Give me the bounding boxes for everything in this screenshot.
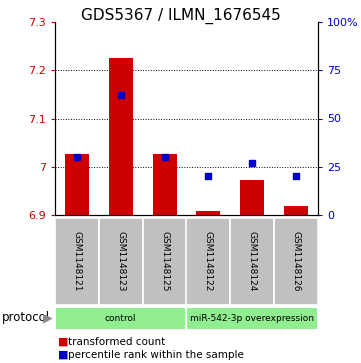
Bar xyxy=(153,154,177,215)
Text: GSM1148122: GSM1148122 xyxy=(204,231,213,292)
Bar xyxy=(240,180,264,215)
Bar xyxy=(284,206,308,215)
Text: GDS5367 / ILMN_1676545: GDS5367 / ILMN_1676545 xyxy=(81,8,280,24)
Bar xyxy=(230,218,274,305)
Text: GSM1148125: GSM1148125 xyxy=(160,231,169,292)
Point xyxy=(205,174,211,179)
Text: protocol: protocol xyxy=(2,311,50,325)
Text: GSM1148124: GSM1148124 xyxy=(248,231,257,292)
Text: miR-542-3p overexpression: miR-542-3p overexpression xyxy=(190,314,314,323)
Text: ▶: ▶ xyxy=(43,311,53,325)
Text: ■: ■ xyxy=(58,350,69,360)
Point xyxy=(162,154,168,160)
Text: GSM1148121: GSM1148121 xyxy=(73,231,82,292)
Bar xyxy=(109,58,133,215)
Bar xyxy=(55,218,99,305)
Bar xyxy=(196,211,221,215)
Point xyxy=(74,154,80,160)
Bar xyxy=(274,218,318,305)
Text: control: control xyxy=(105,314,136,323)
Bar xyxy=(187,218,230,305)
Text: ■: ■ xyxy=(58,337,69,347)
Bar xyxy=(99,218,143,305)
Bar xyxy=(65,154,89,215)
Text: percentile rank within the sample: percentile rank within the sample xyxy=(68,350,244,360)
Text: GSM1148123: GSM1148123 xyxy=(116,231,125,292)
Point xyxy=(118,93,123,98)
Text: transformed count: transformed count xyxy=(68,337,165,347)
Point xyxy=(293,174,299,179)
Point xyxy=(249,160,255,166)
Bar xyxy=(187,307,318,330)
Bar xyxy=(143,218,187,305)
Bar xyxy=(55,307,187,330)
Text: GSM1148126: GSM1148126 xyxy=(292,231,301,292)
